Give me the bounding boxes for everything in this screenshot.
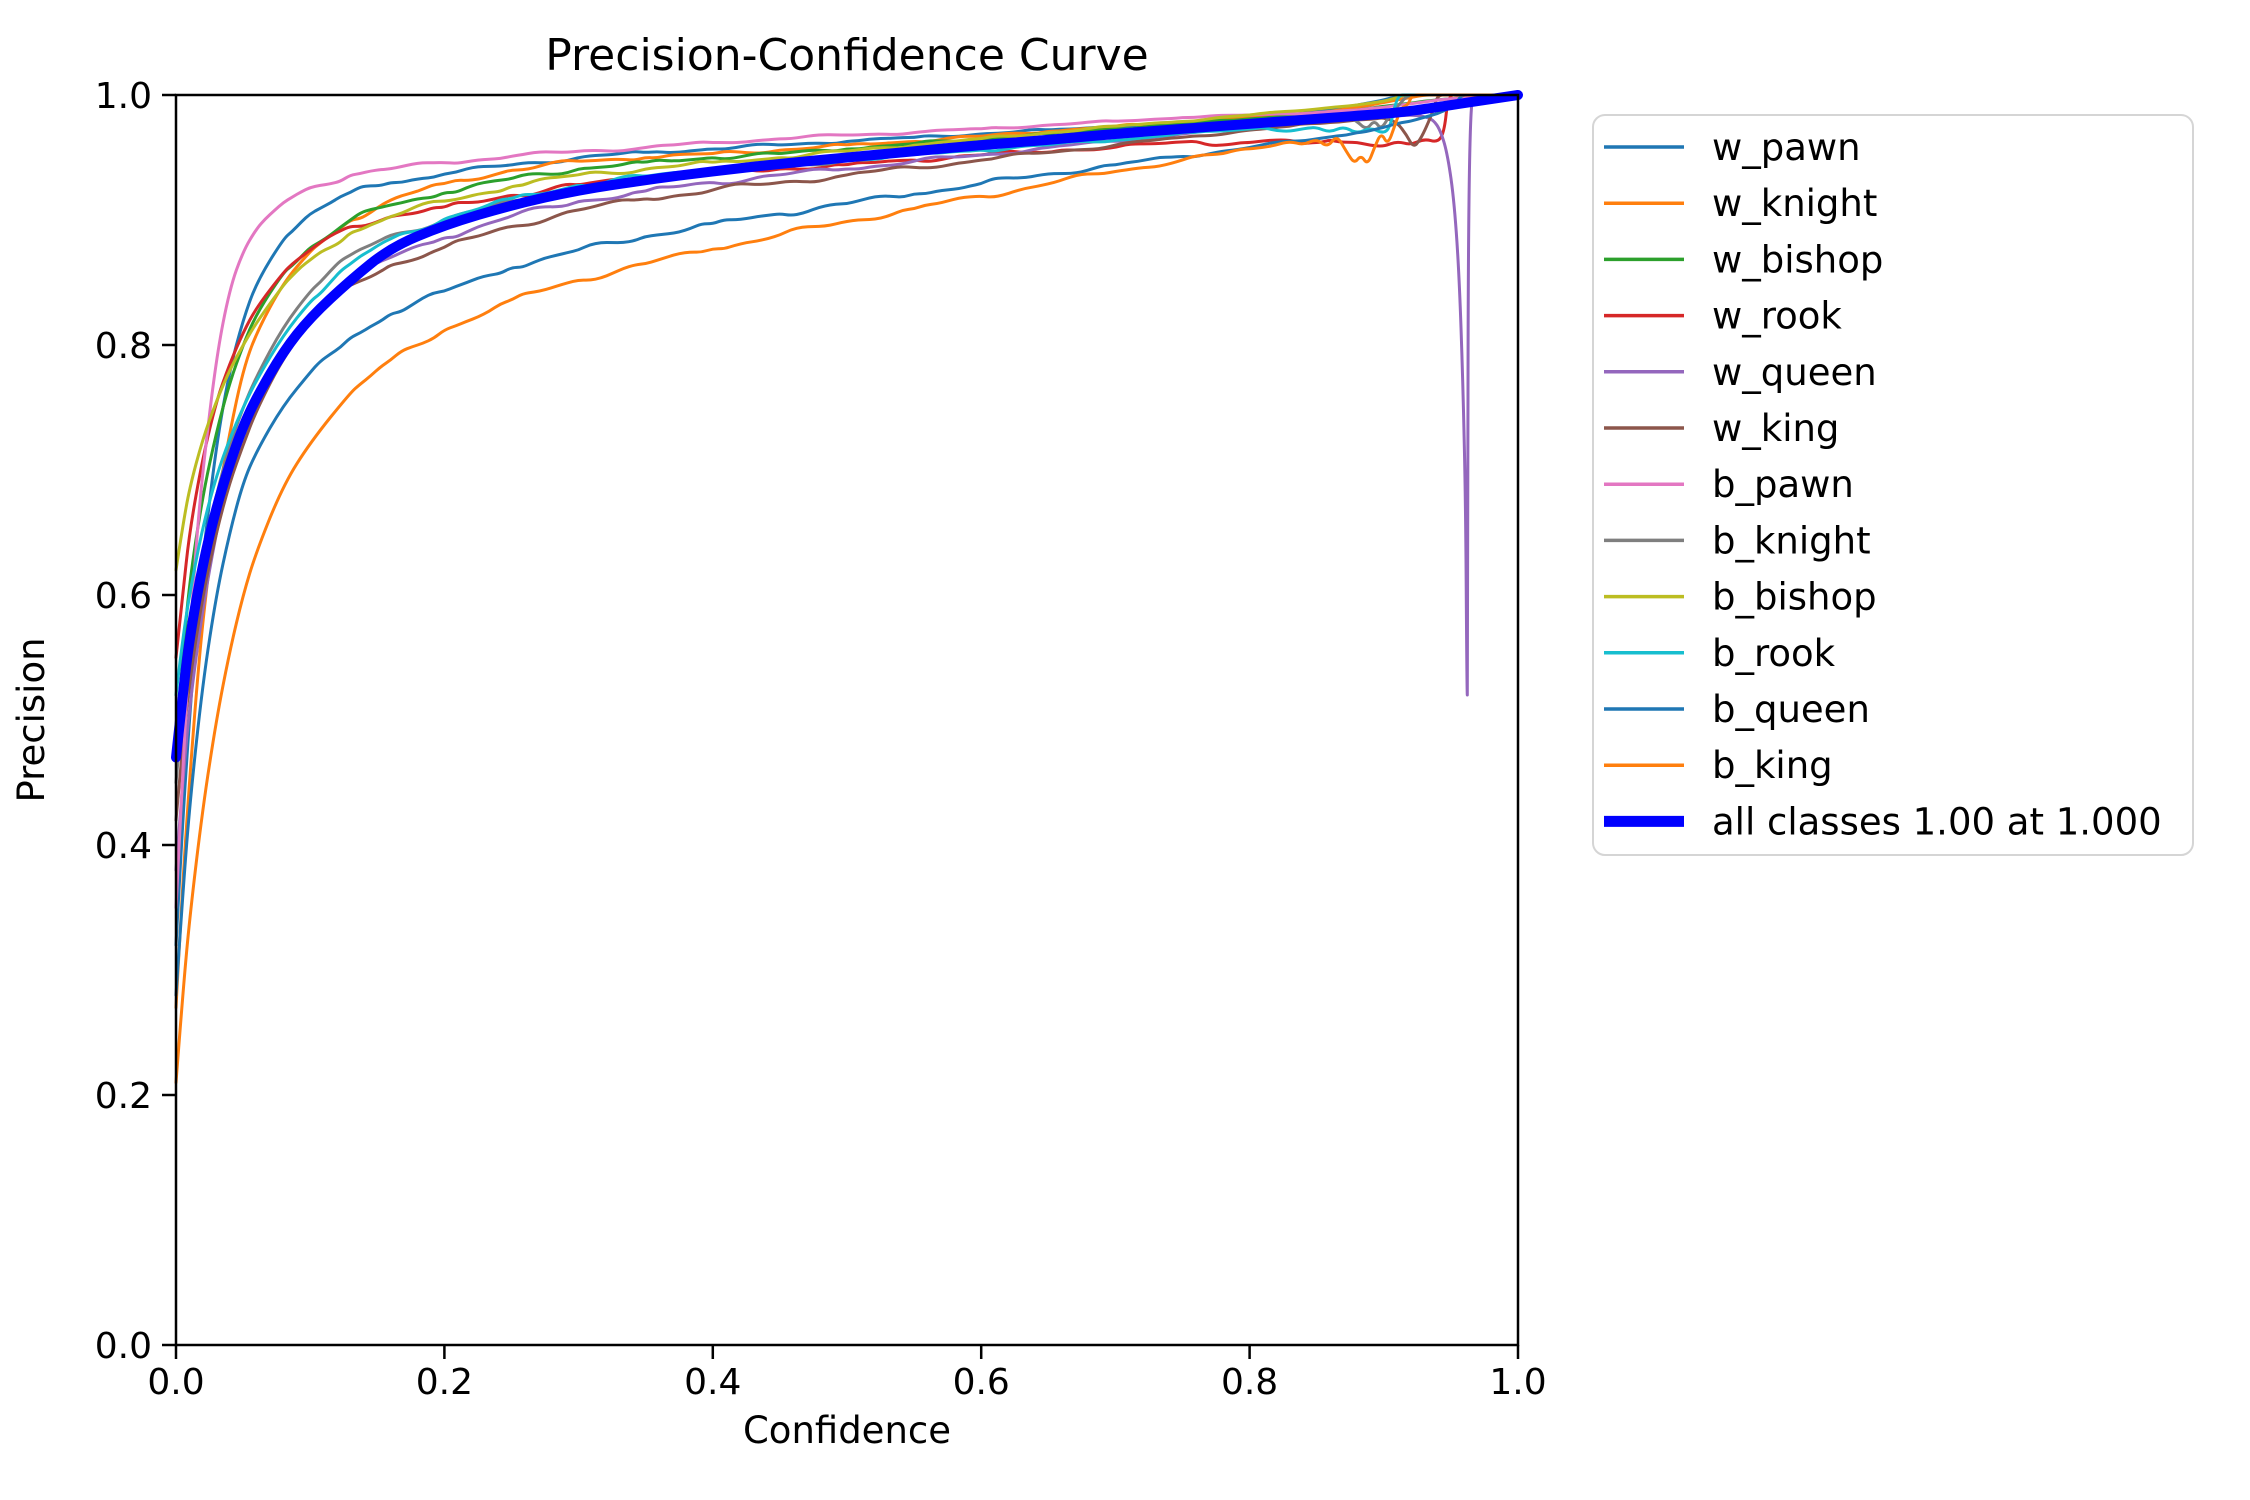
legend-entry: b_queen — [1604, 688, 1870, 731]
legend-label: b_rook — [1712, 632, 1836, 675]
legend-label: b_knight — [1712, 519, 1871, 562]
legend-entry: w_knight — [1604, 182, 1877, 225]
legend: w_pawn w_knight w_bishop w_rook w_queen w_kin… — [1592, 114, 2194, 856]
legend-entry: b_rook — [1604, 632, 1836, 675]
plot-area-border — [174, 93, 1520, 1347]
legend-entry: w_rook — [1604, 295, 1842, 338]
chart-title: Precision-Confidence Curve — [545, 30, 1148, 81]
legend-entry: w_king — [1604, 407, 1839, 450]
curve-b_knight — [174, 93, 1520, 784]
x-tick-label: 0.6 — [953, 1362, 1010, 1403]
legend-entry: w_pawn — [1604, 126, 1861, 169]
legend-label: w_pawn — [1712, 126, 1861, 169]
y-axis-label: Precision — [10, 637, 53, 802]
axis-ticks-layer: 0.0 0.2 0.4 0.6 0.8 1.0 0.0 0.2 0.4 0.6 0.8 1.0 — [95, 76, 1547, 1403]
x-axis-label: Confidence — [743, 1409, 951, 1452]
y-tick-label: 0.0 — [95, 1326, 152, 1367]
legend-label: b_queen — [1712, 688, 1870, 731]
legend-entry: w_bishop — [1604, 238, 1883, 281]
curve-w_bishop — [174, 93, 1520, 747]
legend-entry: w_queen — [1604, 351, 1877, 394]
y-tick-label: 0.6 — [95, 576, 152, 617]
legend-entry: b_knight — [1604, 519, 1871, 562]
x-tick-label: 0.4 — [684, 1362, 741, 1403]
legend-entry: b_bishop — [1604, 576, 1877, 619]
y-tick-label: 0.8 — [95, 326, 152, 367]
legend-entry: b_king — [1604, 744, 1833, 787]
curve-b_pawn — [174, 93, 1520, 909]
legend-label: b_king — [1712, 744, 1833, 787]
legend-entry: b_pawn — [1604, 463, 1854, 506]
curves-layer — [171, 90, 1523, 1084]
legend-box — [1592, 114, 2194, 856]
x-tick-label: 1.0 — [1489, 1362, 1546, 1403]
y-tick-label: 0.2 — [95, 1076, 152, 1117]
y-tick-label: 1.0 — [95, 76, 152, 117]
curve-b_queen — [174, 93, 1520, 997]
legend-label: w_bishop — [1712, 238, 1883, 281]
curve-all-classes — [171, 90, 1523, 763]
x-tick-label: 0.0 — [147, 1362, 204, 1403]
curve-w_rook — [174, 93, 1520, 659]
curve-b_bishop — [174, 93, 1520, 572]
curve-w_queen — [174, 93, 1520, 872]
curve-w_knight — [174, 93, 1520, 1009]
x-tick-label: 0.8 — [1221, 1362, 1278, 1403]
legend-label: w_knight — [1712, 182, 1877, 225]
legend-label: w_rook — [1712, 295, 1842, 338]
legend-entry: all classes 1.00 at 1.000 — [1604, 800, 2162, 843]
x-tick-label: 0.2 — [416, 1362, 473, 1403]
y-tick-label: 0.4 — [95, 826, 152, 867]
legend-label: w_queen — [1712, 351, 1877, 394]
curve-b_king — [174, 93, 1520, 1084]
legend-label: b_pawn — [1712, 463, 1854, 506]
legend-label: w_king — [1712, 407, 1839, 450]
legend-label: b_bishop — [1712, 576, 1877, 619]
legend-label: all classes 1.00 at 1.000 — [1712, 800, 2162, 843]
